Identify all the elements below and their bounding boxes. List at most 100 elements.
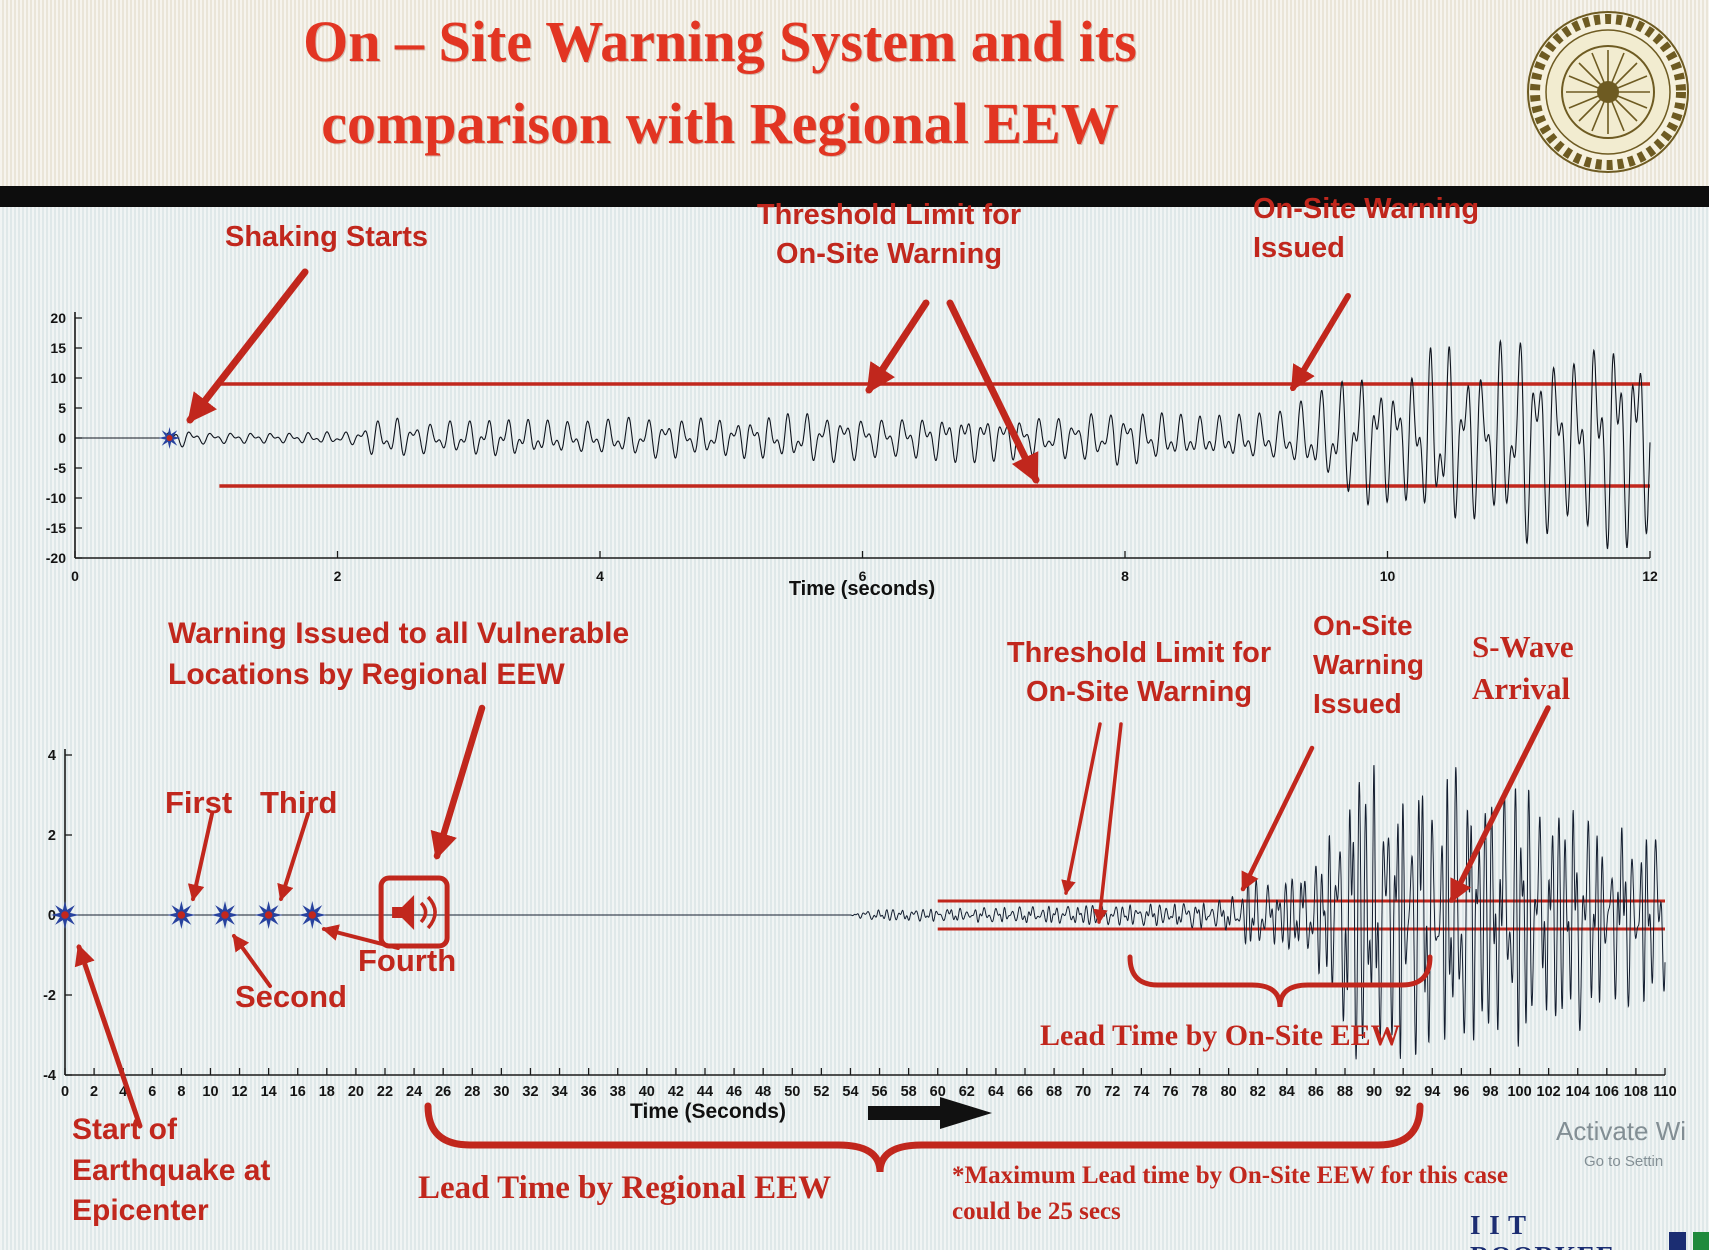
label-regional-eew-warning: Warning Issued to all Vulnerable Locatio… <box>168 617 630 691</box>
svg-text:0: 0 <box>61 1084 69 1100</box>
activate-windows-watermark-sub: Go to Settin <box>1584 1153 1664 1170</box>
svg-text:90: 90 <box>1366 1084 1382 1100</box>
svg-text:96: 96 <box>1453 1084 1469 1100</box>
svg-text:60: 60 <box>930 1084 946 1100</box>
svg-text:64: 64 <box>988 1084 1004 1100</box>
svg-text:20: 20 <box>348 1084 364 1100</box>
svg-text:80: 80 <box>1221 1084 1237 1100</box>
svg-text:48: 48 <box>755 1084 771 1100</box>
svg-text:18: 18 <box>319 1084 335 1100</box>
svg-text:34: 34 <box>551 1084 567 1100</box>
svg-text:2: 2 <box>334 568 342 584</box>
svg-text:104: 104 <box>1566 1084 1590 1100</box>
svg-text:-10: -10 <box>46 490 66 506</box>
bottom-chart-xlabel: Time (Seconds) <box>630 1100 786 1123</box>
svg-text:58: 58 <box>901 1084 917 1100</box>
svg-text:88: 88 <box>1337 1084 1353 1100</box>
svg-text:74: 74 <box>1133 1084 1149 1100</box>
label-onsite-warning-issued-bottom: On-Site Warning Issued <box>1313 610 1424 720</box>
svg-text:22: 22 <box>377 1084 393 1100</box>
label-onsite-warning-issued-top: On-Site Warning Issued <box>1253 193 1480 265</box>
label-max-lead-time-note: *Maximum Lead time by On-Site EEW for th… <box>952 1162 1509 1226</box>
svg-text:52: 52 <box>813 1084 829 1100</box>
activate-windows-watermark: Activate Wi <box>1556 1116 1687 1146</box>
svg-text:2: 2 <box>48 828 56 844</box>
svg-text:-15: -15 <box>46 520 66 536</box>
svg-text:108: 108 <box>1624 1084 1648 1100</box>
svg-text:110: 110 <box>1653 1084 1676 1100</box>
svg-text:106: 106 <box>1595 1084 1619 1100</box>
svg-text:0: 0 <box>71 568 79 584</box>
iit-roorkee-logo-icon <box>1527 11 1689 173</box>
svg-text:98: 98 <box>1482 1084 1498 1100</box>
svg-text:56: 56 <box>871 1084 887 1100</box>
label-start-of-earthquake: Start of Earthquake at Epicenter <box>72 1113 271 1227</box>
label-lead-time-regional: Lead Time by Regional EEW <box>418 1170 832 1206</box>
svg-text:78: 78 <box>1191 1084 1207 1100</box>
svg-text:30: 30 <box>493 1084 509 1100</box>
svg-text:66: 66 <box>1017 1084 1033 1100</box>
svg-text:92: 92 <box>1395 1084 1411 1100</box>
iit-roorkee-wordmark: I I T ROORKEE <box>1470 1210 1709 1250</box>
label-shaking-starts: Shaking Starts <box>225 221 429 253</box>
svg-text:12: 12 <box>1642 568 1658 584</box>
label-fourth: Fourth <box>358 943 457 978</box>
svg-text:102: 102 <box>1537 1084 1561 1100</box>
svg-text:24: 24 <box>406 1084 422 1100</box>
svg-text:15: 15 <box>50 340 66 356</box>
svg-text:0: 0 <box>58 430 66 446</box>
svg-text:36: 36 <box>581 1084 597 1100</box>
svg-text:44: 44 <box>697 1084 713 1100</box>
page-title-line2: comparison with Regional EEW <box>321 91 1119 156</box>
svg-text:6: 6 <box>859 568 867 584</box>
label-first: First <box>165 785 233 820</box>
svg-text:4: 4 <box>119 1084 127 1100</box>
svg-text:54: 54 <box>842 1084 858 1100</box>
svg-text:100: 100 <box>1507 1084 1531 1100</box>
brand-square-green-icon <box>1692 1232 1709 1250</box>
svg-text:84: 84 <box>1279 1084 1295 1100</box>
svg-text:14: 14 <box>261 1084 277 1100</box>
brand-square-navy-icon <box>1668 1232 1686 1250</box>
brand-text: I I T ROORKEE <box>1470 1210 1614 1250</box>
svg-text:10: 10 <box>1380 568 1396 584</box>
svg-text:12: 12 <box>231 1084 247 1100</box>
svg-text:4: 4 <box>48 748 56 764</box>
svg-text:38: 38 <box>610 1084 626 1100</box>
label-threshold-limit-bottom: Threshold Limit for On-Site Warning <box>1006 637 1272 709</box>
svg-text:94: 94 <box>1424 1084 1440 1100</box>
svg-text:62: 62 <box>959 1084 975 1100</box>
svg-text:8: 8 <box>1121 568 1129 584</box>
svg-text:2: 2 <box>90 1084 98 1100</box>
label-second: Second <box>235 979 347 1014</box>
svg-text:20: 20 <box>50 310 66 326</box>
svg-text:68: 68 <box>1046 1084 1062 1100</box>
svg-text:86: 86 <box>1308 1084 1324 1100</box>
svg-text:6: 6 <box>148 1084 156 1100</box>
svg-text:82: 82 <box>1250 1084 1266 1100</box>
svg-text:70: 70 <box>1075 1084 1091 1100</box>
svg-text:72: 72 <box>1104 1084 1120 1100</box>
label-threshold-limit-top: Threshold Limit for On-Site Warning <box>756 199 1022 271</box>
svg-text:-4: -4 <box>43 1068 56 1084</box>
page-title-line1: On – Site Warning System and its <box>303 9 1137 74</box>
svg-text:5: 5 <box>58 400 66 416</box>
top-chart-xlabel: Time (seconds) <box>788 578 936 600</box>
header-divider-bar <box>0 186 1709 207</box>
slide-header <box>0 0 1709 186</box>
svg-text:-20: -20 <box>46 550 66 566</box>
svg-text:4: 4 <box>596 568 604 584</box>
svg-text:8: 8 <box>177 1084 185 1100</box>
svg-text:-5: -5 <box>54 460 67 476</box>
svg-text:10: 10 <box>202 1084 218 1100</box>
svg-text:40: 40 <box>639 1084 655 1100</box>
svg-text:0: 0 <box>48 908 56 924</box>
svg-text:-2: -2 <box>43 988 56 1004</box>
label-lead-time-onsite: Lead Time by On-Site EEW <box>1040 1019 1401 1052</box>
label-s-wave-arrival: S-Wave Arrival <box>1472 629 1574 706</box>
svg-text:46: 46 <box>726 1084 742 1100</box>
svg-text:16: 16 <box>290 1084 306 1100</box>
svg-text:10: 10 <box>50 370 66 386</box>
svg-text:28: 28 <box>464 1084 480 1100</box>
bottom-seismogram-chart: 0 2 4 6 8 10 12 14 16 18 20 22 24 26 28 30 32 34 36 38 40 42 4… <box>43 748 1677 1100</box>
